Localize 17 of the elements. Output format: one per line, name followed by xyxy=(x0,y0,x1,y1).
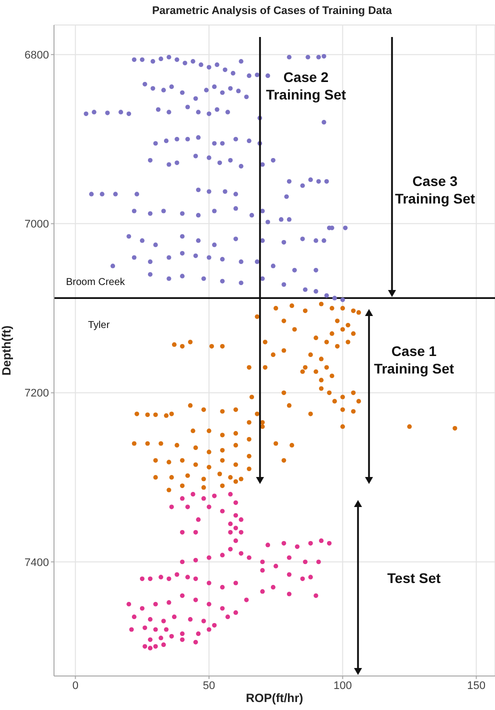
x-tick-label: 0 xyxy=(72,680,78,692)
x-axis-title: ROP(ft/hr) xyxy=(246,691,304,705)
y-tick-label: 7200 xyxy=(24,388,49,400)
chart-title: Parametric Analysis of Cases of Training Data xyxy=(152,5,393,17)
y-tick-label: 7400 xyxy=(24,556,49,569)
annotation: Case 2 Training Set xyxy=(266,69,346,102)
annotation: Case 3 Training Set xyxy=(394,173,476,206)
y-axis-title: Depth(ft) xyxy=(0,326,14,376)
annotation: Broom Creek xyxy=(66,277,126,288)
x-tick-label: 150 xyxy=(467,680,486,692)
annotation: Case 1 Training Set xyxy=(374,343,454,376)
y-tick-label: 6800 xyxy=(24,49,49,62)
annotation: Test Set xyxy=(387,570,442,586)
x-tick-label: 100 xyxy=(333,680,352,692)
x-tick-label: 50 xyxy=(202,680,216,692)
y-tick-label: 7000 xyxy=(24,218,49,231)
annotation: Tyler xyxy=(88,320,110,331)
